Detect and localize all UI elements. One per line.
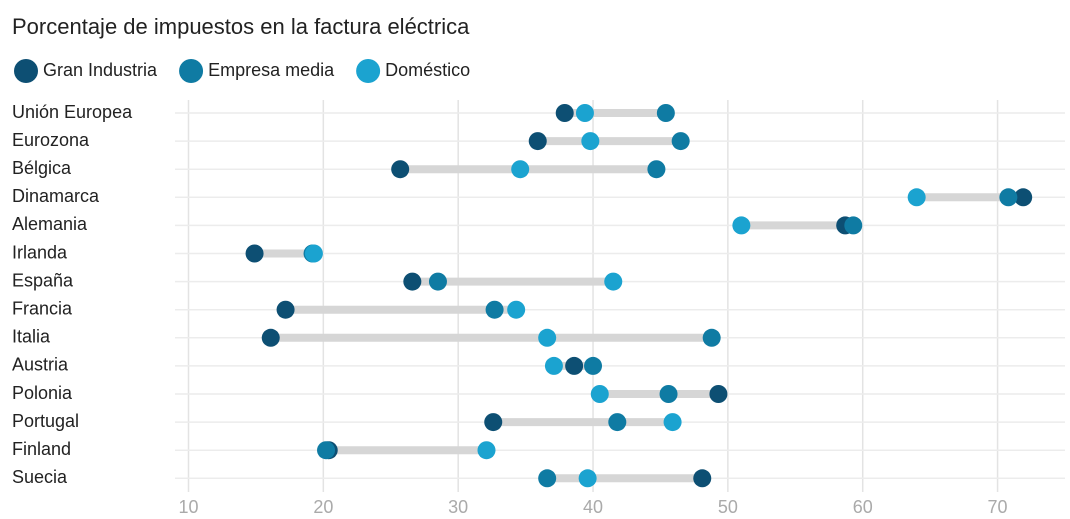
dot — [511, 160, 530, 179]
y-tick-label: Portugal — [12, 411, 79, 431]
legend-swatch — [179, 59, 204, 83]
x-tick-label: 20 — [313, 497, 333, 517]
dot — [317, 441, 336, 460]
x-tick-label: 40 — [583, 497, 603, 517]
y-tick-label: Unión Europea — [12, 102, 133, 122]
y-tick-label: Italia — [12, 327, 51, 347]
y-tick-label: Polonia — [12, 383, 73, 403]
dot — [647, 160, 666, 179]
dot — [575, 104, 594, 122]
y-tick-label: Francia — [12, 298, 73, 318]
dot — [484, 413, 503, 432]
x-tick-label: 10 — [178, 497, 198, 517]
dot — [555, 104, 574, 122]
dot — [403, 272, 422, 291]
y-tick-label: Dinamarca — [12, 186, 100, 206]
dot — [581, 132, 600, 151]
dot — [907, 188, 926, 207]
y-tick-label: Suecia — [12, 467, 68, 487]
dot — [1014, 188, 1033, 207]
dot — [608, 413, 627, 432]
dot — [702, 328, 721, 347]
dot — [544, 356, 563, 375]
dot — [477, 441, 496, 460]
dot — [656, 104, 675, 122]
legend-swatch — [14, 59, 38, 83]
dot — [391, 160, 410, 179]
dot — [528, 132, 547, 151]
chart-title: Porcentaje de impuestos en la factura el… — [12, 14, 470, 39]
dot — [538, 328, 557, 347]
dot — [709, 385, 728, 403]
dot — [578, 469, 597, 488]
y-tick-label: Austria — [12, 355, 69, 375]
legend-label: Empresa media — [208, 60, 335, 80]
dot — [693, 469, 712, 488]
y-tick-label: Bélgica — [12, 158, 72, 178]
dot — [844, 216, 863, 235]
dot — [428, 272, 447, 291]
dot — [304, 244, 323, 263]
y-tick-label: Alemania — [12, 214, 88, 234]
dot — [485, 300, 504, 319]
x-tick-label: 70 — [988, 497, 1008, 517]
dot — [604, 272, 623, 291]
y-tick-label: Irlanda — [12, 242, 68, 262]
legend-label: Doméstico — [385, 60, 470, 80]
dot — [261, 328, 280, 347]
dot — [732, 216, 751, 235]
dot — [584, 356, 603, 375]
dot — [276, 300, 295, 319]
y-tick-label: Eurozona — [12, 130, 90, 150]
dot — [999, 188, 1018, 207]
y-tick-label: Finland — [12, 439, 71, 459]
dot — [659, 385, 678, 403]
legend-swatch — [356, 59, 381, 83]
dot — [590, 385, 609, 403]
x-tick-label: 30 — [448, 497, 468, 517]
dot — [538, 469, 557, 488]
y-tick-label: España — [12, 270, 74, 290]
x-tick-label: 60 — [853, 497, 873, 517]
dot — [507, 300, 526, 319]
dot — [663, 413, 682, 432]
legend-label: Gran Industria — [43, 60, 158, 80]
x-tick-label: 50 — [718, 497, 738, 517]
dot — [245, 244, 264, 263]
dot — [565, 356, 584, 375]
dot — [671, 132, 690, 151]
